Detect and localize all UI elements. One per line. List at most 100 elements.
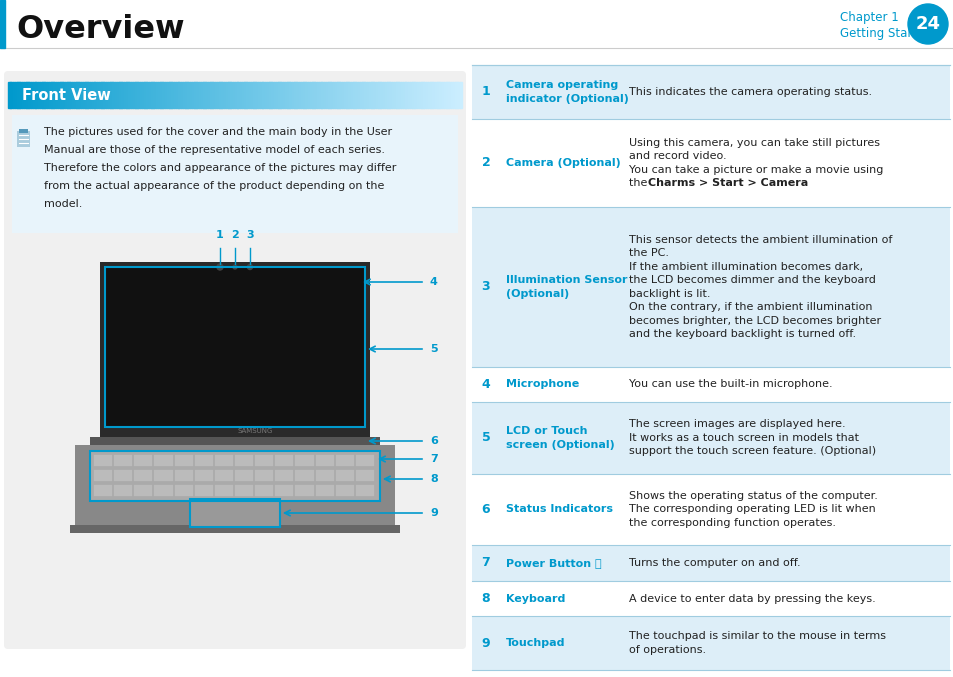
Bar	[96, 82, 99, 108]
Bar	[29, 82, 31, 108]
Bar	[274, 82, 276, 108]
Text: You can use the built-in microphone.: You can use the built-in microphone.	[628, 380, 832, 389]
Bar	[126, 82, 129, 108]
Bar	[382, 82, 385, 108]
Bar	[455, 82, 457, 108]
Bar	[114, 470, 132, 481]
Bar	[90, 82, 92, 108]
Bar	[275, 470, 294, 481]
Bar	[375, 82, 378, 108]
Bar	[214, 485, 233, 496]
Text: 9: 9	[481, 637, 490, 650]
Bar	[105, 267, 365, 427]
Bar	[139, 82, 142, 108]
Bar	[472, 581, 949, 617]
Bar	[457, 82, 459, 108]
Text: Manual are those of the representative model of each series.: Manual are those of the representative m…	[44, 145, 385, 155]
Bar	[12, 82, 15, 108]
Bar	[75, 445, 395, 525]
Bar	[174, 455, 193, 466]
Text: 2: 2	[231, 230, 238, 240]
Bar	[234, 455, 253, 466]
Text: and record video.: and record video.	[628, 151, 726, 161]
Bar	[260, 82, 262, 108]
Bar	[190, 499, 280, 527]
Bar	[151, 82, 153, 108]
Bar	[162, 82, 165, 108]
Bar	[134, 485, 152, 496]
Bar	[425, 82, 428, 108]
Bar	[90, 451, 379, 501]
Bar	[348, 82, 351, 108]
Bar	[226, 82, 229, 108]
Bar	[472, 118, 949, 207]
Bar	[346, 82, 349, 108]
Bar	[42, 82, 45, 108]
Bar	[33, 82, 35, 108]
Bar	[412, 82, 415, 108]
Bar	[8, 82, 10, 108]
Text: support the touch screen feature. (Optional): support the touch screen feature. (Optio…	[628, 447, 875, 456]
Text: 2: 2	[481, 156, 490, 169]
Bar	[100, 262, 370, 437]
Text: 6: 6	[430, 436, 437, 446]
Bar	[196, 82, 199, 108]
Bar	[335, 485, 354, 496]
Text: On the contrary, if the ambient illumination: On the contrary, if the ambient illumina…	[628, 302, 872, 312]
Bar	[214, 455, 233, 466]
Bar	[459, 82, 462, 108]
Bar	[410, 82, 412, 108]
Circle shape	[233, 265, 236, 269]
Bar	[275, 485, 294, 496]
Bar	[246, 82, 249, 108]
Bar	[134, 455, 152, 466]
Bar	[314, 82, 317, 108]
Bar	[275, 82, 278, 108]
Bar	[172, 82, 174, 108]
Bar	[132, 82, 135, 108]
Bar	[267, 82, 270, 108]
Bar	[114, 455, 132, 466]
Bar	[190, 499, 280, 527]
Bar	[187, 82, 190, 108]
Text: 1: 1	[481, 85, 490, 98]
Text: Illumination Sensor: Illumination Sensor	[505, 275, 627, 285]
Bar	[423, 82, 426, 108]
Bar	[255, 82, 258, 108]
Bar	[326, 82, 328, 108]
Bar	[441, 82, 444, 108]
Text: 9: 9	[430, 508, 437, 518]
Bar	[380, 82, 383, 108]
Bar	[124, 82, 127, 108]
Text: backlight is lit.: backlight is lit.	[628, 288, 710, 299]
Bar	[271, 82, 274, 108]
Bar	[110, 82, 112, 108]
Bar	[264, 82, 267, 108]
Bar	[223, 82, 226, 108]
Bar	[194, 485, 213, 496]
Text: the: the	[628, 178, 650, 188]
Bar	[73, 82, 76, 108]
Bar	[344, 82, 346, 108]
Bar	[295, 455, 314, 466]
Bar	[371, 82, 374, 108]
Bar	[333, 82, 335, 108]
Bar	[154, 455, 172, 466]
Text: Microphone: Microphone	[505, 380, 578, 389]
Bar	[49, 82, 51, 108]
Text: Charms > Start > Camera: Charms > Start > Camera	[647, 178, 807, 188]
Bar	[219, 82, 222, 108]
Bar	[24, 82, 27, 108]
Bar	[335, 470, 354, 481]
Bar	[254, 485, 273, 496]
Bar	[19, 129, 28, 133]
Bar	[282, 82, 285, 108]
Bar	[323, 82, 326, 108]
Bar	[155, 82, 158, 108]
Bar	[292, 82, 294, 108]
Text: SAMSUNG: SAMSUNG	[237, 428, 273, 434]
Text: Therefore the colors and appearance of the pictures may differ: Therefore the colors and appearance of t…	[44, 163, 395, 173]
Bar	[355, 82, 357, 108]
Bar	[0, 0, 5, 48]
Bar	[472, 207, 949, 366]
